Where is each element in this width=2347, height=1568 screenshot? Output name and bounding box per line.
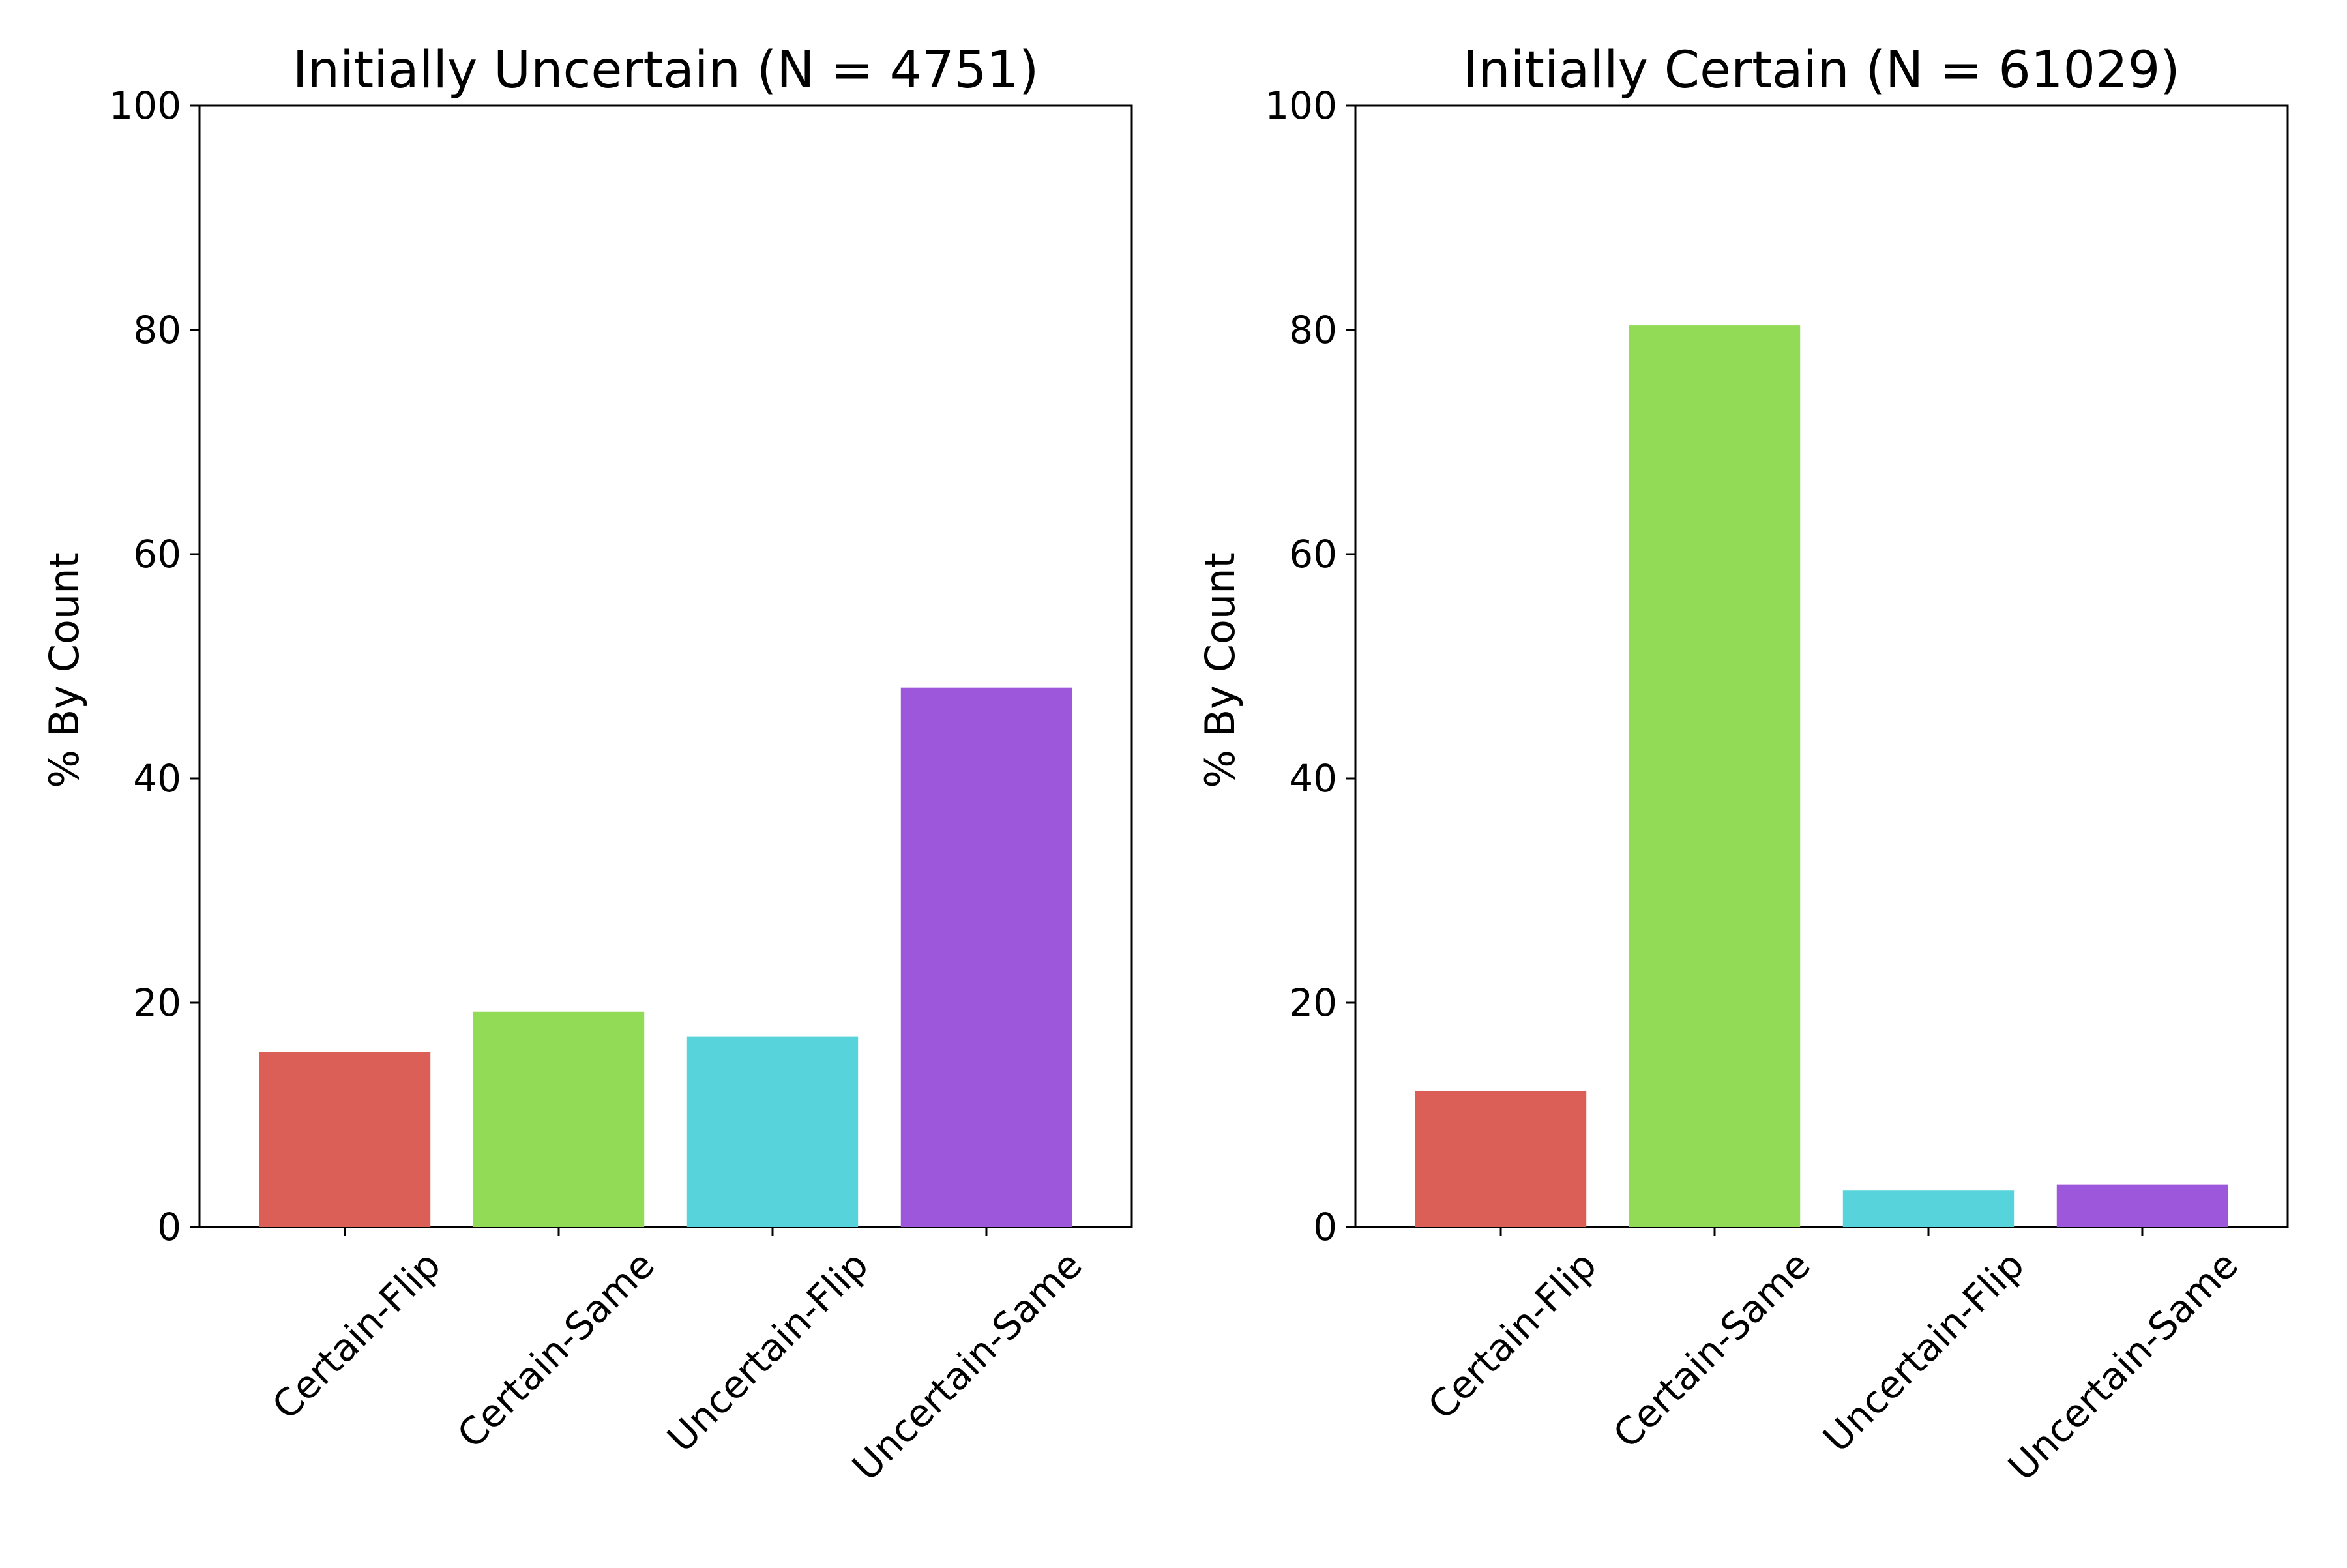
y-tick-label: 20 <box>1289 981 1337 1025</box>
bars <box>259 687 1072 1227</box>
bar-uncertain-same <box>900 687 1072 1227</box>
bar-certain-same <box>1629 325 1801 1227</box>
y-tick-label: 40 <box>133 756 181 801</box>
plot-frame <box>1354 104 2289 1228</box>
y-axis-label: % By Count <box>40 552 88 788</box>
y-axis: 0 20 40 60 80 100 <box>109 83 199 1249</box>
x-axis: Certain-Flip Certain-SameUncertain-FlipUn… <box>1419 1227 2247 1489</box>
panel-left: Initially Uncertain (N = 4751) % By Coun… <box>40 41 1133 1489</box>
bars <box>1415 325 2228 1227</box>
y-tick-label: 100 <box>109 83 181 128</box>
y-tick-label: 100 <box>1265 83 1337 128</box>
y-tick-label: 0 <box>157 1205 181 1249</box>
panel-right: Initially Certain (N = 61029) % By Count… <box>1196 41 2289 1489</box>
x-tick-label: Uncertain-Same <box>844 1243 1090 1489</box>
y-tick-label: 0 <box>1313 1205 1337 1249</box>
x-tick-label: Certain-Flip <box>263 1243 449 1428</box>
y-tick-label: 60 <box>133 532 181 576</box>
y-tick-label: 80 <box>1289 308 1337 352</box>
x-tick-label: Uncertain-Flip <box>1814 1243 2033 1461</box>
bar-certain-flip <box>1415 1091 1587 1227</box>
bar-certain-same <box>473 1011 645 1227</box>
x-tick-label: Certain-Same <box>1604 1243 1819 1457</box>
y-tick-label: 20 <box>133 981 181 1025</box>
x-tick-label: Uncertain-Same <box>2000 1243 2246 1489</box>
chart-title: Initially Certain (N = 61029) <box>1463 41 2180 100</box>
y-axis: 0 20 40 60 80 100 <box>1265 83 1355 1249</box>
chart-title: Initially Uncertain (N = 4751) <box>293 41 1039 100</box>
bar-uncertain-same <box>2056 1184 2228 1227</box>
x-tick-label: Certain-Flip <box>1419 1243 1605 1428</box>
bar-certain-flip <box>259 1052 431 1227</box>
x-tick-label: Certain-Same <box>449 1243 663 1457</box>
y-tick-label: 60 <box>1289 532 1337 576</box>
y-tick-label: 80 <box>133 308 181 352</box>
y-axis-label: % By Count <box>1196 552 1244 788</box>
bar-uncertain-flip <box>686 1036 859 1227</box>
y-tick-label: 40 <box>1289 756 1337 801</box>
x-axis: Certain-Flip Certain-SameUncertain-FlipUn… <box>263 1227 1091 1489</box>
x-tick-label: Uncertain-Flip <box>658 1243 877 1461</box>
bar-uncertain-flip <box>1842 1190 2015 1227</box>
plot-frame <box>198 104 1133 1228</box>
